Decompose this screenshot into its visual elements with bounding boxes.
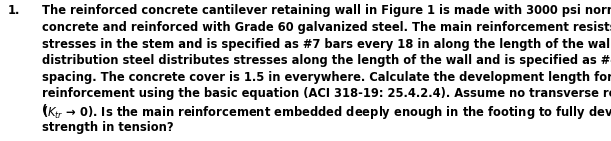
Text: The reinforced concrete cantilever retaining wall in Figure 1 is made with 3000 : The reinforced concrete cantilever retai…: [42, 4, 611, 17]
Text: distribution steel distributes stresses along the length of the wall and is spec: distribution steel distributes stresses …: [42, 54, 611, 67]
Text: (: (: [42, 104, 47, 117]
Text: stresses in the stem and is specified as #7 bars every 18 in along the length of: stresses in the stem and is specified as…: [42, 38, 611, 50]
Text: concrete and reinforced with Grade 60 galvanized steel. The main reinforcement r: concrete and reinforced with Grade 60 ga…: [42, 21, 611, 34]
Text: strength in tension?: strength in tension?: [42, 121, 173, 134]
Text: spacing. The concrete cover is 1.5 in everywhere. Calculate the development leng: spacing. The concrete cover is 1.5 in ev…: [42, 71, 611, 84]
Text: reinforcement using the basic equation (ACI 318-19: 25.4.2.4). Assume no transve: reinforcement using the basic equation (…: [42, 87, 611, 100]
Text: 1.: 1.: [8, 4, 20, 17]
Text: ($\it{K}_{tr}$ → 0). Is the main reinforcement embedded deeply enough in the foo: ($\it{K}_{tr}$ → 0). Is the main reinfor…: [42, 104, 611, 121]
